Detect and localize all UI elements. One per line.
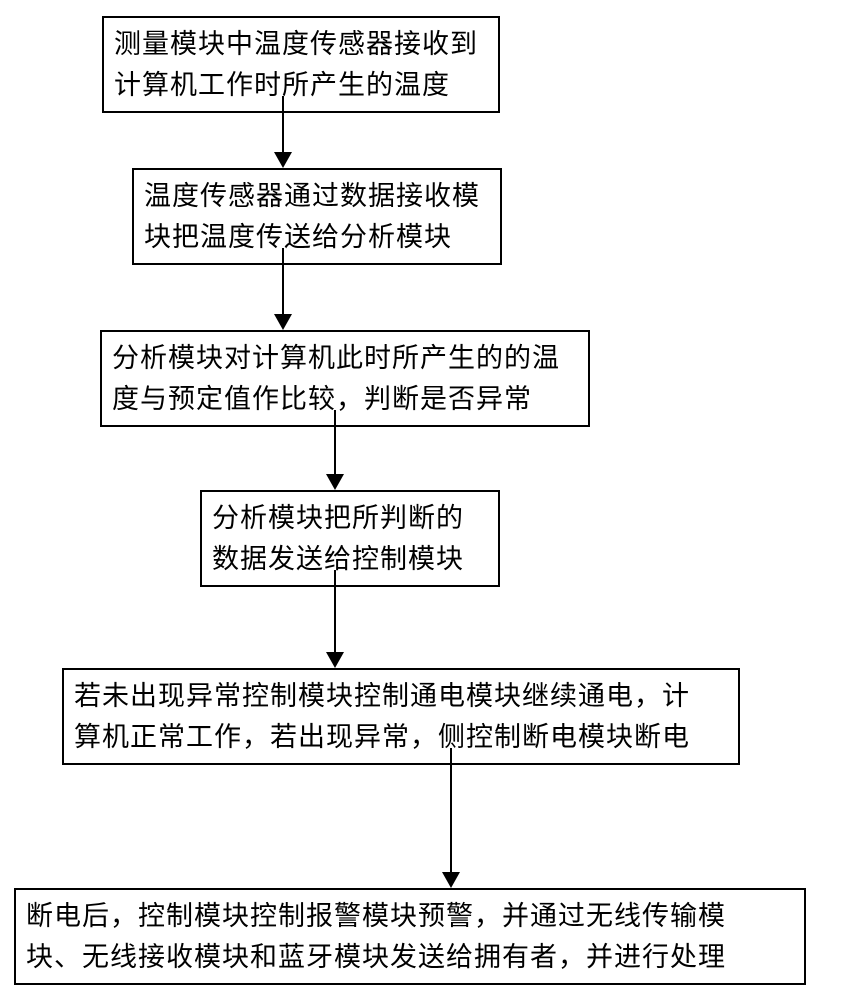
flow-node-1: 测量模块中温度传感器接收到 计算机工作时所产生的温度 bbox=[102, 16, 500, 113]
node-text: 分析模块对计算机此时所产生的的温 bbox=[112, 338, 578, 379]
node-text: 若未出现异常控制模块控制通电模块继续通电，计 bbox=[74, 676, 728, 717]
node-text: 断电后，控制模块控制报警模块预警，并通过无线传输模 bbox=[26, 896, 794, 937]
node-text: 块把温度传送给分析模块 bbox=[144, 217, 490, 258]
node-text: 块、无线接收模块和蓝牙模块发送给拥有者，并进行处理 bbox=[26, 937, 794, 978]
node-text: 分析模块把所判断的 bbox=[212, 498, 488, 539]
flow-node-2: 温度传感器通过数据接收模 块把温度传送给分析模块 bbox=[132, 168, 502, 265]
node-text: 算机正常工作，若出现异常，侧控制断电模块断电 bbox=[74, 717, 728, 758]
node-text: 数据发送给控制模块 bbox=[212, 539, 488, 580]
flowchart-container: 测量模块中温度传感器接收到 计算机工作时所产生的温度 温度传感器通过数据接收模 … bbox=[0, 0, 858, 1000]
flow-node-3: 分析模块对计算机此时所产生的的温 度与预定值作比较，判断是否异常 bbox=[100, 330, 590, 427]
flow-node-5: 若未出现异常控制模块控制通电模块继续通电，计 算机正常工作，若出现异常，侧控制断… bbox=[62, 668, 740, 765]
node-text: 温度传感器通过数据接收模 bbox=[144, 176, 490, 217]
node-text: 度与预定值作比较，判断是否异常 bbox=[112, 379, 578, 420]
flow-node-4: 分析模块把所判断的 数据发送给控制模块 bbox=[200, 490, 500, 587]
flow-node-6: 断电后，控制模块控制报警模块预警，并通过无线传输模 块、无线接收模块和蓝牙模块发… bbox=[14, 888, 806, 985]
node-text: 测量模块中温度传感器接收到 bbox=[114, 24, 488, 65]
node-text: 计算机工作时所产生的温度 bbox=[114, 65, 488, 106]
